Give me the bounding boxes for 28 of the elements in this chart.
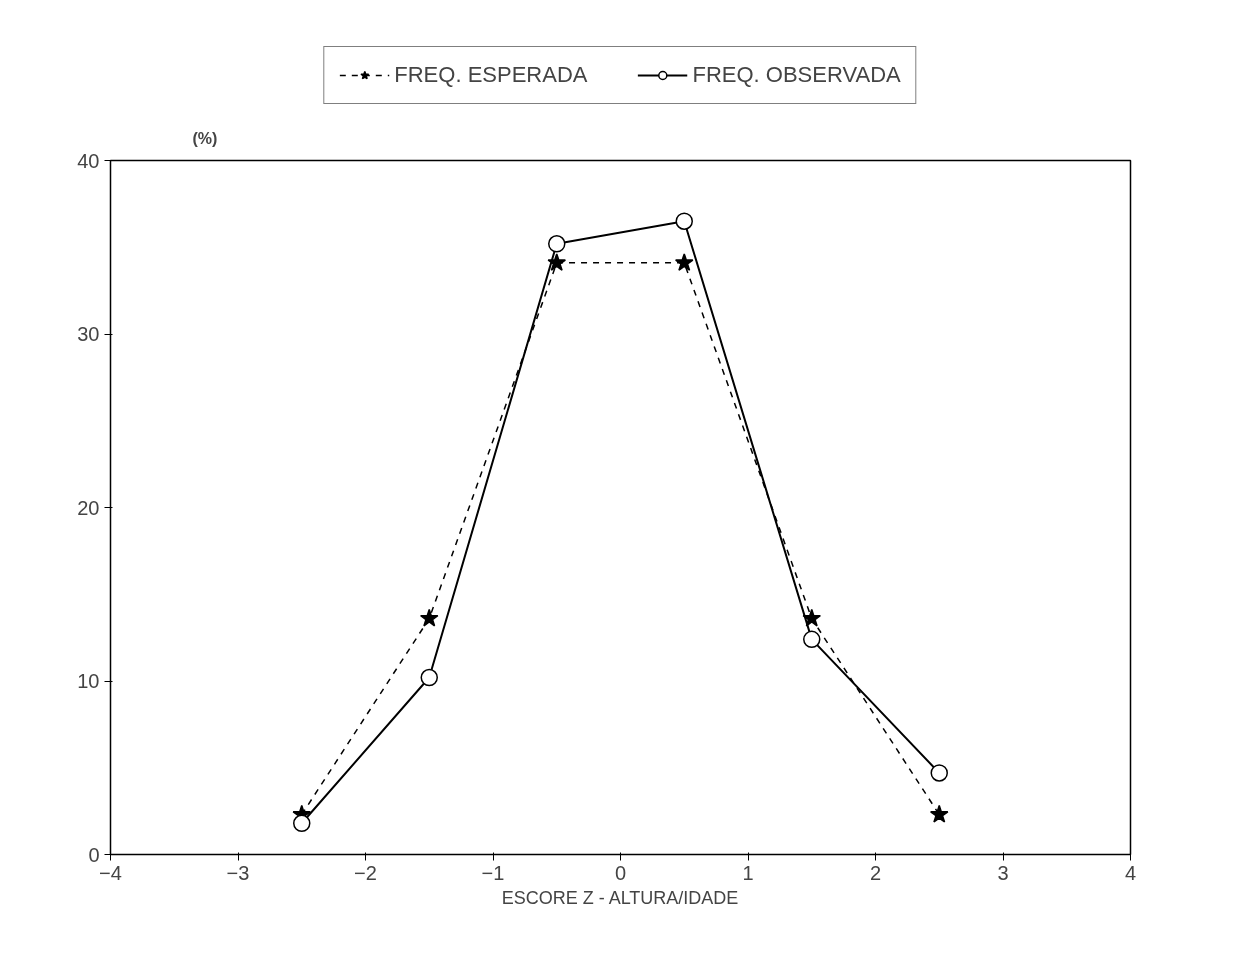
legend-label: FREQ. ESPERADA — [394, 62, 588, 88]
x-tick-label: 0 — [614, 861, 627, 884]
point — [929, 804, 949, 823]
y-axis-title: (%) — [192, 129, 218, 147]
point — [548, 235, 566, 253]
x-tick-label: 3 — [997, 861, 1009, 884]
y-tick-label: 20 — [77, 496, 100, 519]
x-tick-label: −1 — [481, 861, 505, 884]
y-tick-label: 40 — [77, 149, 100, 172]
point — [675, 212, 693, 230]
x-tick-label: −2 — [354, 861, 377, 884]
point — [930, 764, 948, 782]
y-tick-label: 30 — [77, 323, 100, 345]
y-tick-label: 0 — [88, 843, 100, 866]
x-tick-label: −4 — [99, 861, 122, 884]
point — [420, 668, 438, 687]
point — [674, 253, 694, 271]
x-tick-label: 1 — [742, 861, 754, 884]
x-tick-label: 4 — [1124, 861, 1137, 884]
point — [419, 608, 439, 627]
legend-label: FREQ. OBSERVADA — [692, 62, 901, 88]
point — [803, 630, 821, 649]
y-tick-label: 10 — [77, 670, 100, 692]
point — [293, 814, 311, 832]
point — [547, 253, 567, 271]
x-tick-label: 2 — [869, 861, 882, 884]
x-axis-title: ESCORE Z - ALTURA/IDADE — [501, 887, 739, 908]
x-tick-label: −3 — [226, 861, 250, 884]
